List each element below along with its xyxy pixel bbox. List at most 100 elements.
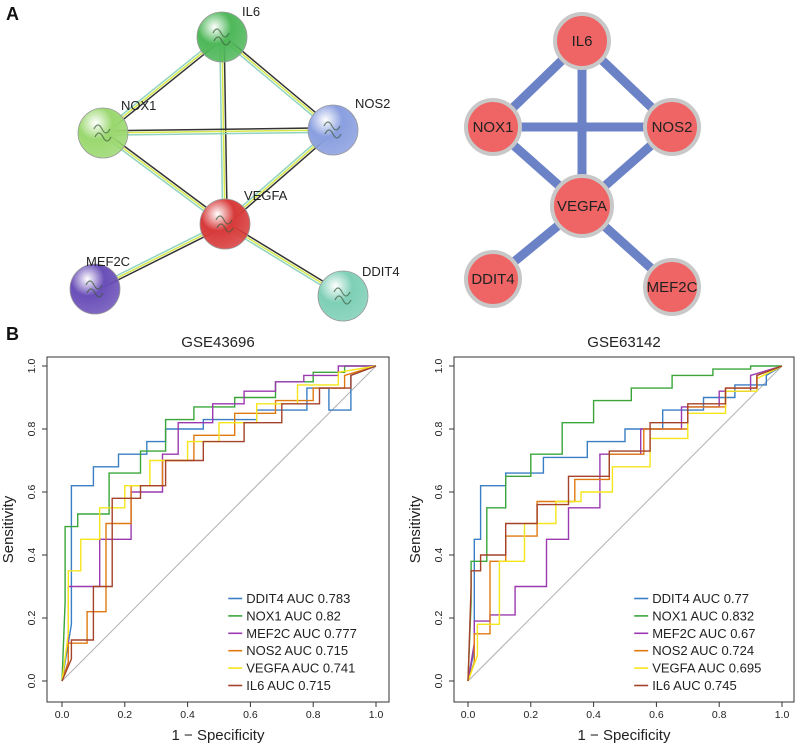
x-tick-label: 0.2 (523, 709, 538, 721)
legend-entry-vegfa: VEGFA AUC 0.741 (246, 661, 355, 676)
string-node-label: VEGFA (244, 188, 288, 203)
string-network: IL6 NOX1 NOS2 VEGFA MEF2C DDIT4 (69, 4, 400, 322)
roc-curve-ddit4 (61, 365, 377, 682)
legend-entry-vegfa: VEGFA AUC 0.695 (652, 661, 761, 676)
x-axis-label: 1 − Specificity (578, 727, 671, 744)
hub-node-nox1: NOX1 (464, 98, 522, 156)
hub-node-label: NOX1 (473, 119, 514, 136)
legend-entry-il6: IL6 AUC 0.745 (652, 678, 737, 693)
hub-node-mef2c: MEF2C (643, 258, 701, 316)
x-tick-label: 0.8 (712, 709, 727, 721)
x-tick-label: 0.6 (649, 709, 664, 721)
protein-structure-icon (93, 124, 112, 142)
legend-entry-nox1: NOX1 AUC 0.832 (652, 608, 754, 623)
y-tick-label: 0.4 (433, 548, 445, 563)
string-node-label: IL6 (242, 4, 260, 19)
y-tick-label: 1.0 (26, 359, 38, 374)
roc-curve-nox1 (467, 365, 782, 682)
legend-entry-mef2c: MEF2C AUC 0.777 (246, 626, 357, 641)
y-tick-label: 0.2 (26, 611, 38, 626)
chart-title-gse63142: GSE63142 (587, 334, 660, 351)
roc-curve-nox1 (61, 365, 376, 682)
legend-entry-nox1: NOX1 AUC 0.82 (246, 608, 341, 623)
y-axis-label: Sensitivity (407, 495, 424, 563)
y-tick-label: 0.6 (433, 485, 445, 500)
string-node-nos2: NOS2 (307, 96, 390, 156)
string-node-vegfa: VEGFA (199, 188, 288, 250)
hub-node-vegfa: VEGFA (550, 174, 614, 238)
legend: DDIT4 AUC 0.783 NOX1 AUC 0.82 MEF2C AUC 0.… (228, 591, 357, 693)
legend-entry-ddit4: DDIT4 AUC 0.783 (246, 591, 350, 606)
string-node-nox1: NOX1 (77, 98, 156, 159)
y-tick-label: 1.0 (433, 359, 445, 374)
hub-node-label: NOS2 (652, 119, 693, 136)
y-tick-label: 0.0 (433, 674, 445, 689)
hub-node-label: MEF2C (647, 279, 698, 296)
y-tick-label: 0.8 (26, 422, 38, 437)
x-tick-label: 0.8 (306, 709, 321, 721)
string-node-label: DDIT4 (362, 264, 400, 279)
x-tick-label: 0.4 (180, 709, 195, 721)
legend-entry-nos2: NOS2 AUC 0.715 (246, 643, 348, 658)
x-tick-label: 0.6 (243, 709, 258, 721)
y-tick-label: 0.0 (26, 674, 38, 689)
roc-chart-gse43696: GSE43696 0.0 0.2 0.4 0.6 0.8 1.0 0.0 0.2 0.4 0.6 0.… (0, 334, 390, 744)
y-tick-label: 0.8 (433, 422, 445, 437)
roc-curve-il6 (467, 365, 783, 682)
string-node-label: MEF2C (86, 254, 130, 269)
string-edge-nox1-nos2 (102, 127, 333, 132)
x-tick-label: 0.0 (55, 709, 70, 721)
panel-label-a: A (6, 4, 19, 24)
protein-structure-icon (215, 215, 234, 233)
roc-curve-mef2c (61, 365, 376, 682)
hub-node-label: IL6 (572, 33, 593, 50)
string-node-mef2c: MEF2C (69, 254, 130, 315)
string-node-label: NOS2 (355, 96, 390, 111)
plot-frame (453, 356, 795, 703)
protein-structure-icon (85, 280, 104, 298)
hub-node-nos2: NOS2 (643, 98, 701, 156)
hub-node-ddit4: DDIT4 (464, 250, 522, 308)
hub-node-label: VEGFA (557, 198, 607, 215)
string-edge-il6-vegfa (221, 36, 226, 225)
y-tick-label: 0.2 (433, 611, 445, 626)
string-edge-il6-nox1 (103, 38, 224, 136)
hub-node-il6: IL6 (553, 12, 611, 70)
string-edge-il6-nox1 (101, 34, 222, 132)
legend-entry-ddit4: DDIT4 AUC 0.77 (652, 591, 749, 606)
roc-curves (467, 365, 783, 682)
legend-entry-mef2c: MEF2C AUC 0.67 (652, 626, 755, 641)
string-node-il6: IL6 (196, 4, 260, 63)
string-edge-nox1-nos2 (103, 131, 334, 136)
x-tick-label: 1.0 (369, 709, 384, 721)
string-edge-il6-vegfa (219, 37, 224, 225)
string-edge-nox1-nos2 (102, 129, 334, 134)
legend-entry-il6: IL6 AUC 0.715 (246, 678, 331, 693)
x-tick-label: 0.0 (461, 709, 476, 721)
x-tick-label: 1.0 (775, 709, 790, 721)
y-tick-label: 0.6 (26, 485, 38, 500)
x-axis-label: 1 − Specificity (172, 727, 265, 744)
x-tick-label: 0.4 (586, 709, 601, 721)
roc-curve-il6 (61, 365, 377, 682)
string-node-label: NOX1 (121, 98, 156, 113)
panel-label-b: B (6, 324, 19, 344)
legend: DDIT4 AUC 0.77 NOX1 AUC 0.832 MEF2C AUC 0.… (634, 591, 761, 693)
reference-diagonal (467, 365, 783, 682)
roc-chart-gse63142: GSE63142 0.0 0.2 0.4 0.6 0.8 1.0 0.0 0.2 0.4 0.6 0.… (407, 334, 795, 744)
protein-structure-icon (323, 121, 342, 139)
protein-structure-icon (212, 28, 231, 46)
chart-title-gse43696: GSE43696 (181, 334, 254, 351)
y-tick-label: 0.4 (26, 548, 38, 563)
string-edge-nox1-vegfa (101, 134, 225, 227)
hub-gene-network: IL6 NOX1 NOS2 VEGFA DDIT4 MEF2C (464, 12, 701, 316)
y-axis-label: Sensitivity (0, 495, 17, 563)
string-node-ddit4: DDIT4 (317, 264, 400, 322)
reference-diagonal (61, 365, 377, 682)
string-edge-nox1-vegfa (103, 130, 227, 223)
x-tick-label: 0.2 (117, 709, 132, 721)
legend-entry-nos2: NOS2 AUC 0.724 (652, 643, 754, 658)
hub-node-label: DDIT4 (471, 271, 514, 288)
string-edge-il6-nox1 (102, 36, 223, 134)
